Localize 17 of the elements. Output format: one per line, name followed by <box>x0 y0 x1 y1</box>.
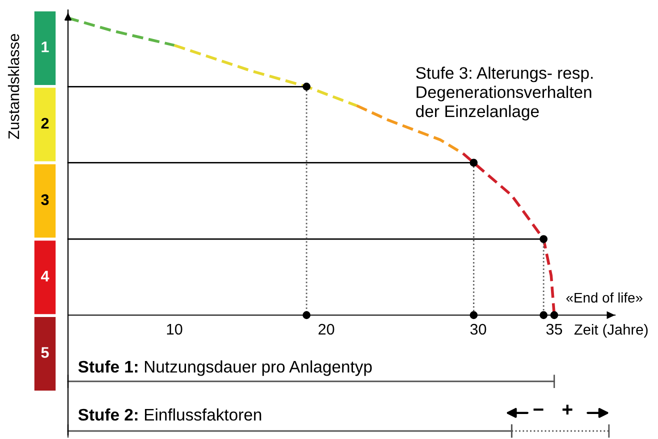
data-label: 3 <box>41 194 49 206</box>
annotation: «End of life» <box>566 292 642 303</box>
data-label: 1 <box>42 42 49 52</box>
x-tick-label: 20 <box>318 324 334 335</box>
x-axis-title: Zeit (Jahre) <box>574 324 648 338</box>
annotation: Stufe 3: Alterungs- resp. Degenerationsverhalten der Einzelanlage <box>416 66 593 120</box>
x-tick-label: 30 <box>470 324 486 335</box>
data-label: 2 <box>41 118 49 129</box>
annotation: + <box>562 404 572 415</box>
data-label: 5 <box>41 347 49 358</box>
annotation: Stufe 1: Nutzungsdauer pro Anlagentyp <box>78 360 372 376</box>
x-tick-label: 10 <box>167 324 182 335</box>
data-label: 4 <box>40 270 50 282</box>
x-tick-label: 35 <box>546 324 562 335</box>
annotation: − <box>534 408 544 411</box>
annotation: Stufe 2: Einflussfaktoren <box>78 408 262 421</box>
y-axis-title: Zustandsklasse <box>8 34 20 139</box>
